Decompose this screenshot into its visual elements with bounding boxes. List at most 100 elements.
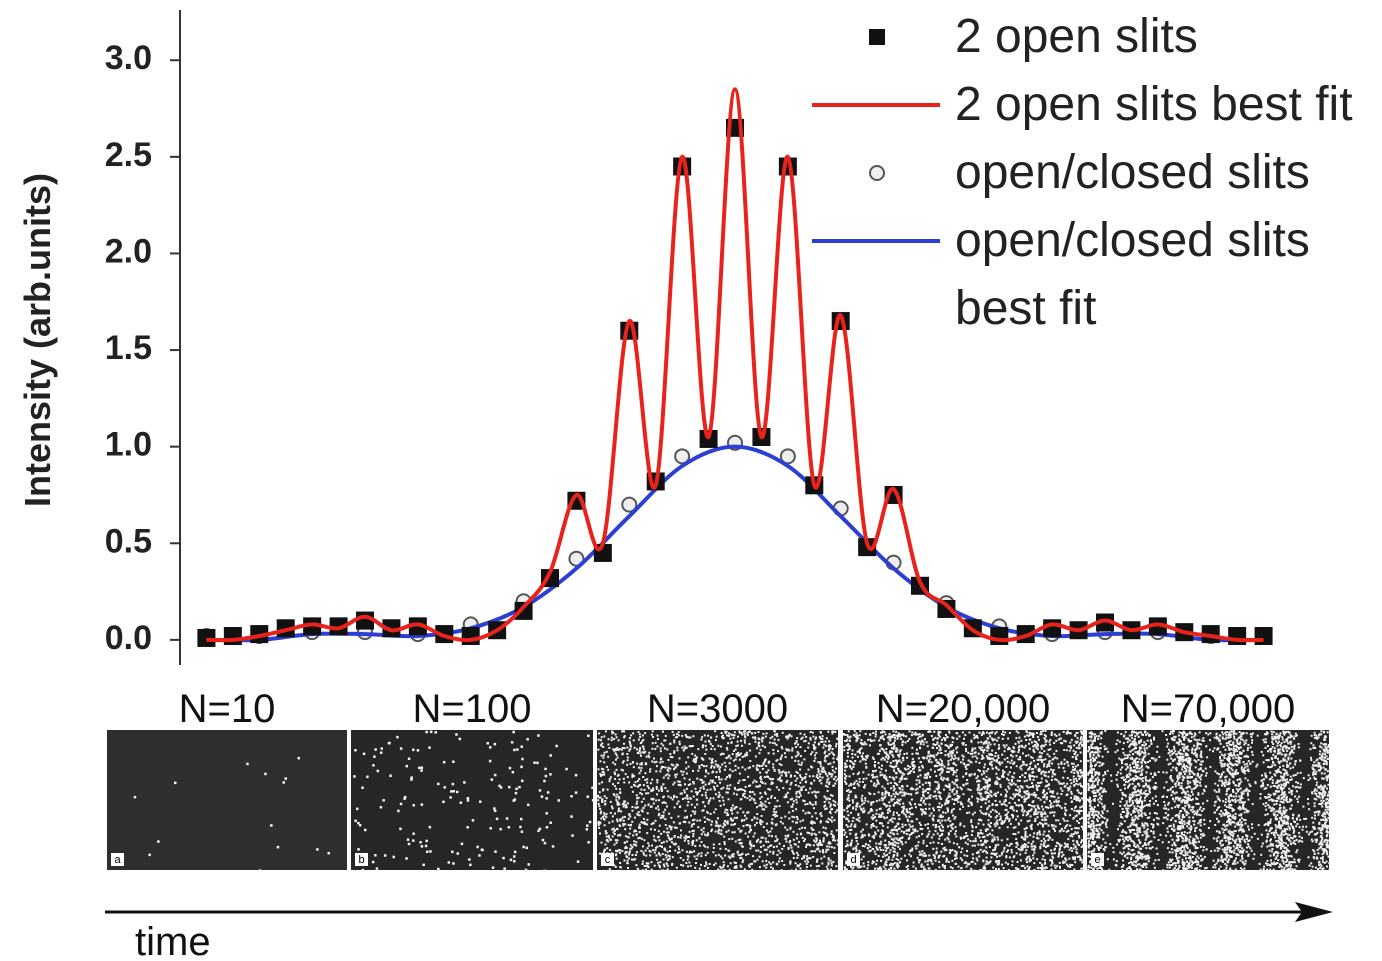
dot — [715, 855, 717, 857]
dot — [691, 844, 693, 846]
dot — [724, 811, 726, 813]
dot — [980, 749, 982, 751]
dot — [997, 863, 999, 865]
dot — [991, 754, 993, 756]
dot — [765, 801, 767, 803]
dot — [781, 869, 783, 871]
dot — [827, 790, 829, 792]
dot — [707, 735, 709, 737]
dot — [706, 811, 708, 813]
dot — [893, 786, 895, 788]
dot — [625, 835, 627, 837]
dot — [985, 812, 987, 814]
dot — [949, 852, 951, 854]
dot — [864, 834, 866, 836]
dot — [715, 831, 717, 833]
dot — [1074, 827, 1076, 829]
dot — [539, 828, 542, 831]
dot — [710, 748, 712, 750]
dot — [955, 757, 957, 759]
dot — [421, 767, 424, 770]
dot — [937, 833, 939, 835]
dot — [741, 842, 743, 844]
dot — [910, 793, 912, 795]
dot — [952, 815, 954, 817]
dot — [955, 764, 957, 766]
dot — [889, 805, 891, 807]
dot — [767, 776, 769, 778]
dot — [449, 796, 452, 799]
dot — [807, 803, 809, 805]
dot — [708, 802, 710, 804]
dot — [775, 811, 777, 813]
dot — [775, 836, 777, 838]
dot — [791, 869, 793, 871]
dot — [894, 740, 896, 742]
dot — [981, 812, 983, 814]
dot — [906, 778, 908, 780]
dot — [356, 808, 359, 811]
dot — [940, 816, 942, 818]
dot — [907, 768, 909, 770]
dot — [910, 813, 912, 815]
dot — [730, 809, 732, 811]
dot — [1052, 805, 1054, 807]
dot — [679, 784, 681, 786]
dot — [1064, 807, 1066, 809]
dot — [948, 731, 950, 733]
dot — [1073, 781, 1075, 783]
dot — [665, 735, 667, 737]
dot — [689, 831, 691, 833]
dot — [637, 780, 639, 782]
dot — [381, 747, 384, 750]
dot — [893, 730, 895, 732]
dot — [920, 799, 922, 801]
dot — [926, 757, 928, 759]
dot — [1016, 804, 1018, 806]
dot — [1049, 748, 1051, 750]
dot — [696, 794, 698, 796]
dot — [692, 810, 694, 812]
dot — [951, 811, 953, 813]
dot — [900, 779, 902, 781]
dot — [1054, 865, 1056, 867]
dot — [638, 811, 640, 813]
dot — [665, 854, 667, 856]
dot — [779, 777, 781, 779]
dot — [617, 834, 619, 836]
dot — [756, 765, 758, 767]
dot — [797, 772, 799, 774]
dot — [1010, 754, 1012, 756]
dot — [938, 769, 940, 771]
dot — [872, 776, 874, 778]
dot — [804, 776, 806, 778]
dot — [922, 788, 924, 790]
dot — [452, 761, 455, 764]
dot — [357, 848, 360, 851]
dot — [1006, 778, 1008, 780]
dot — [1061, 807, 1063, 809]
dot — [605, 730, 607, 732]
dot — [884, 804, 886, 806]
dot — [751, 819, 753, 821]
dot — [760, 851, 762, 853]
dot — [928, 855, 930, 857]
dot — [990, 791, 992, 793]
dot — [938, 861, 940, 863]
dot — [1003, 734, 1005, 736]
dot — [693, 783, 695, 785]
dot — [710, 797, 712, 799]
dot — [1070, 797, 1072, 799]
dot — [669, 846, 671, 848]
dot — [915, 845, 917, 847]
dot — [995, 825, 997, 827]
dot — [665, 824, 667, 826]
dot — [721, 753, 723, 755]
dot — [680, 793, 682, 795]
dot — [715, 808, 717, 810]
dot — [735, 841, 737, 843]
dot — [974, 870, 976, 872]
dot — [1083, 822, 1085, 824]
dot — [851, 768, 853, 770]
dot — [684, 840, 686, 842]
